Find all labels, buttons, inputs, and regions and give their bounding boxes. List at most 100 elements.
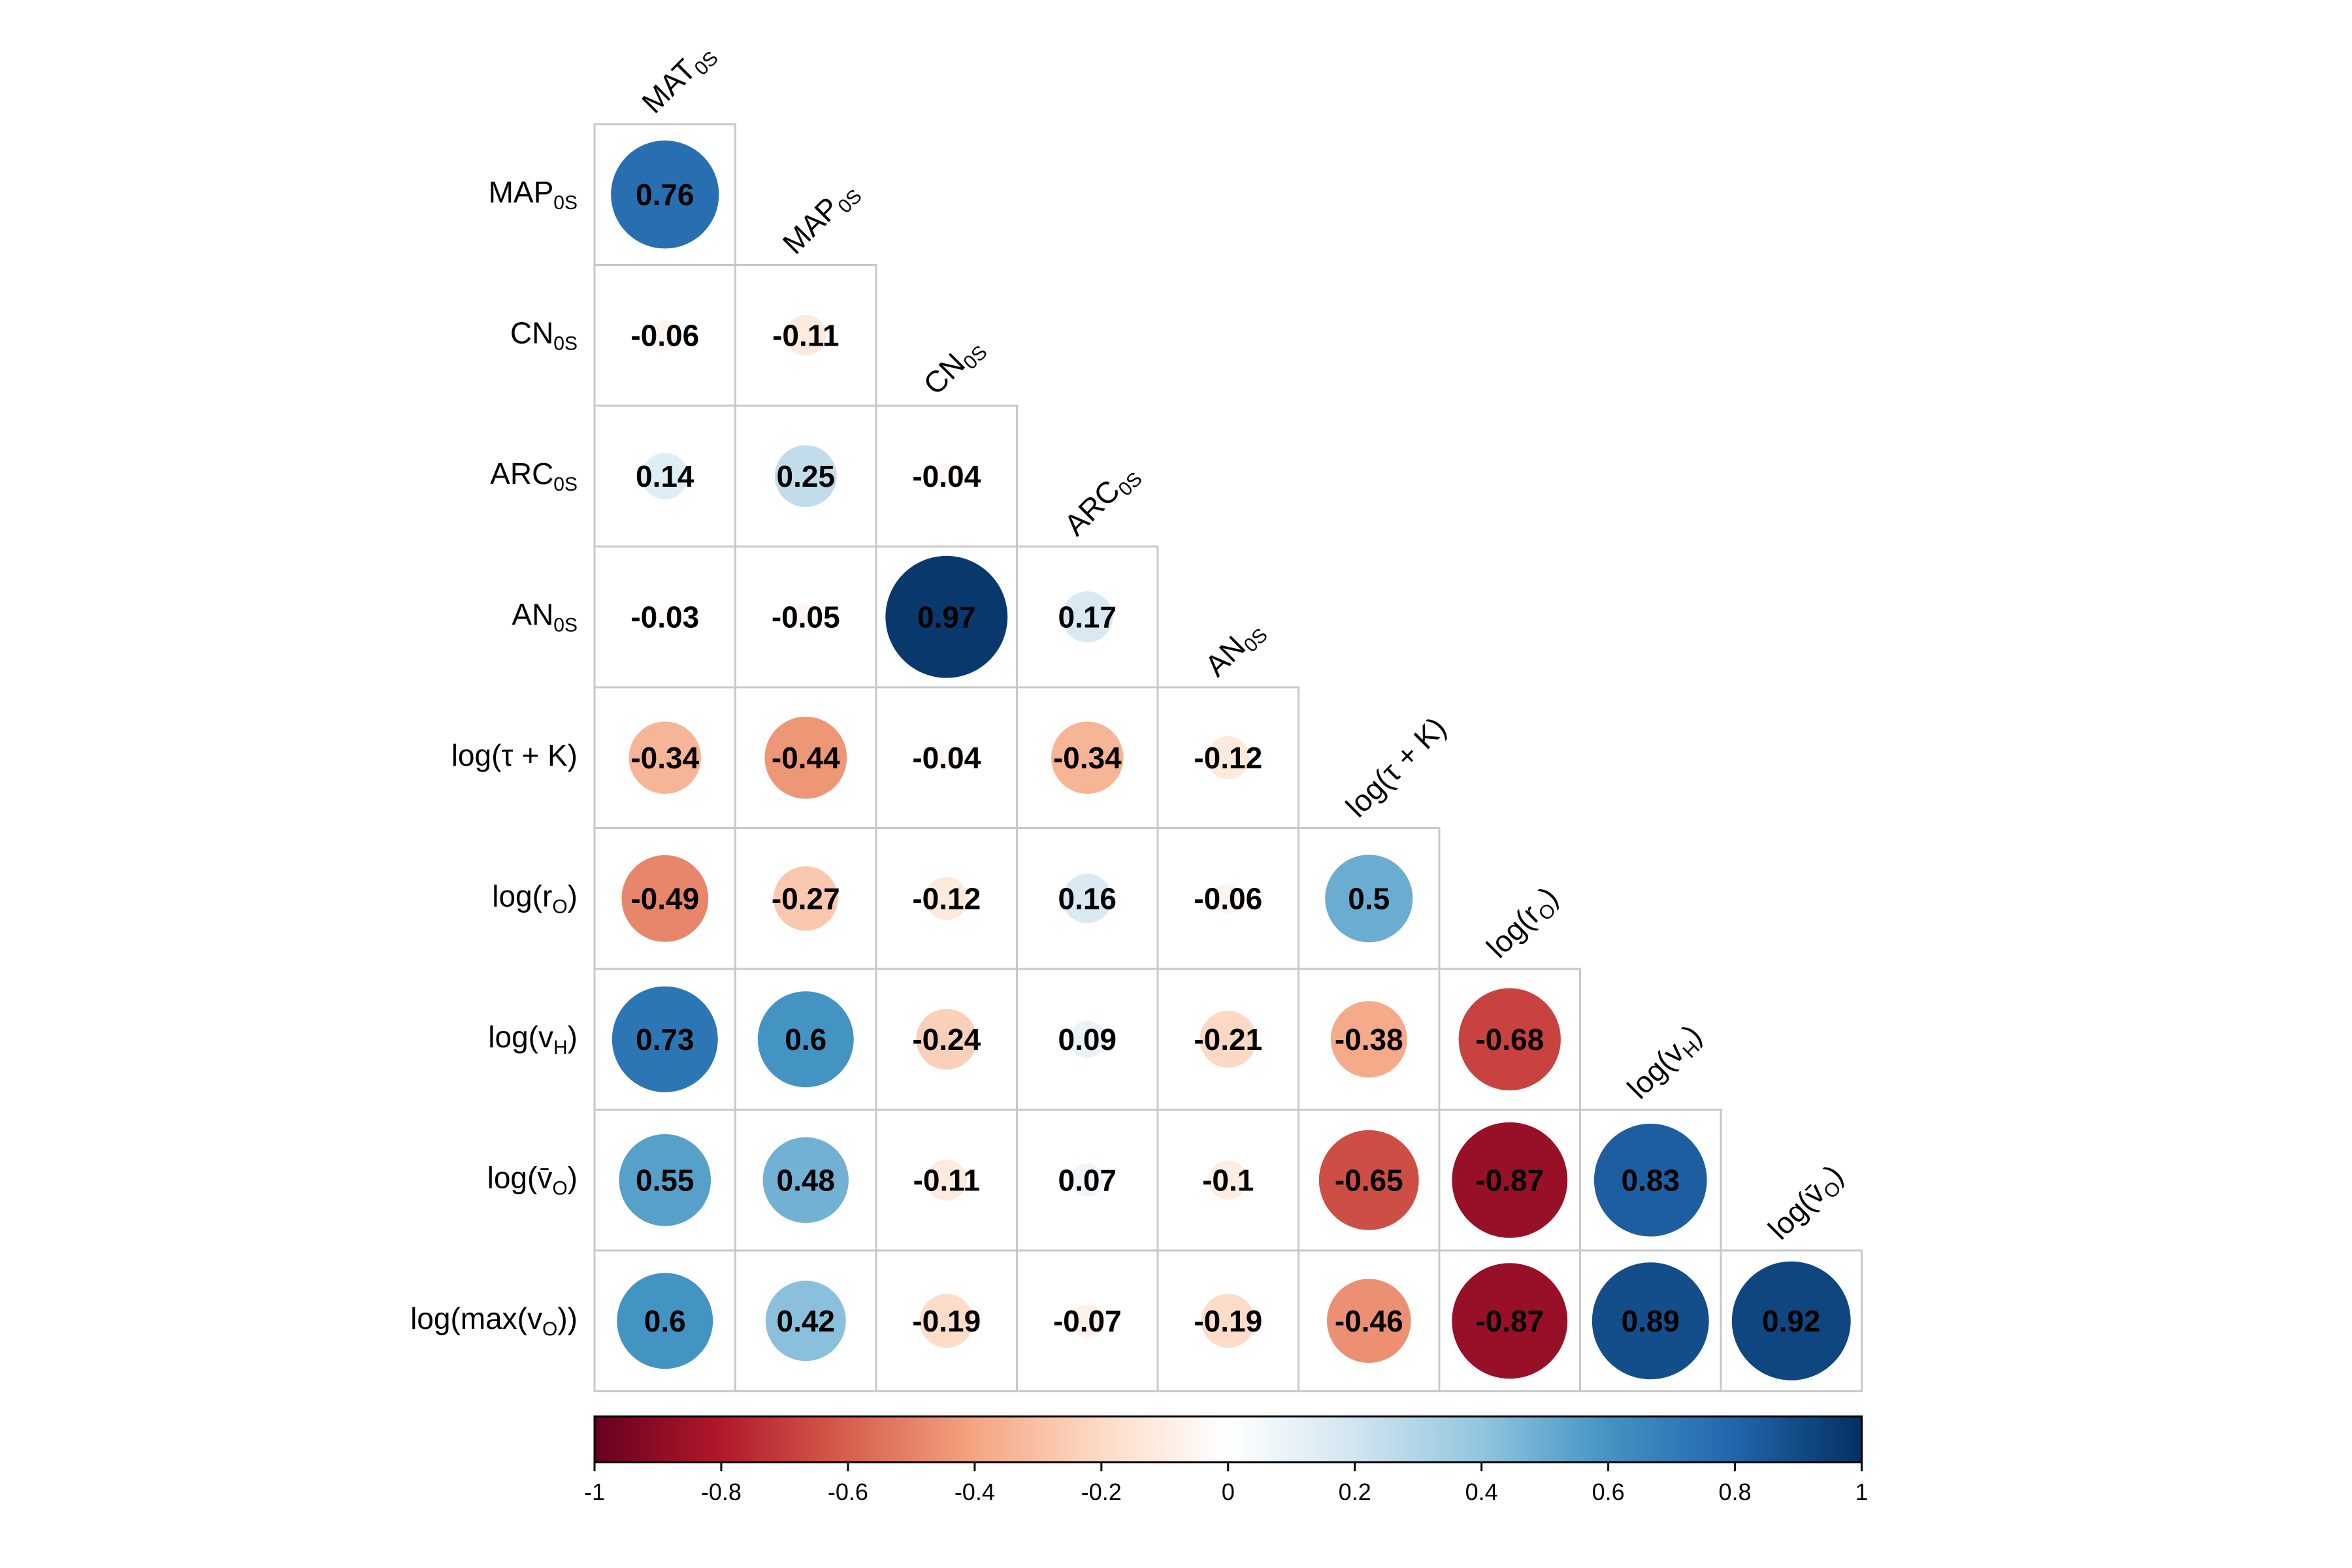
correlation-value: 0.92 [1762, 1304, 1821, 1338]
correlation-circle [764, 716, 847, 799]
correlation-circle [1330, 1001, 1407, 1078]
colorbar-tick-label: 0.6 [1592, 1478, 1625, 1505]
correlation-circle [773, 866, 838, 931]
column-label: AN0S [1198, 612, 1272, 686]
correlation-value: -0.34 [1053, 741, 1122, 775]
correlation-circle [1452, 1122, 1568, 1238]
correlation-circle [617, 1273, 713, 1369]
correlation-value: -0.34 [630, 741, 699, 775]
correlation-circle [1318, 1130, 1419, 1230]
correlation-value: 0.16 [1058, 881, 1117, 915]
correlation-circle [916, 1009, 977, 1070]
correlation-circle [919, 1294, 974, 1348]
correlation-value: 0.48 [776, 1163, 835, 1197]
row-labels: MAP0S CN0S ARC0S AN0S log(τ + K) log(rO) log(v… [410, 175, 578, 1340]
correlation-value: -0.06 [1194, 881, 1262, 915]
row-label: log(τ + K) [451, 738, 578, 772]
correlation-value: -0.87 [1475, 1163, 1544, 1197]
correlation-circle [765, 1281, 846, 1362]
correlation-value: -0.19 [1194, 1304, 1262, 1338]
correlation-value: -0.38 [1335, 1022, 1403, 1056]
correlation-circle [1213, 883, 1243, 914]
correlation-circle [621, 855, 709, 942]
colorbar-tick-label: 0.4 [1465, 1478, 1498, 1505]
correlation-value: -0.11 [913, 1163, 980, 1197]
value-layer: 0.76 -0.06 -0.11 0.14 0.25 -0.04 -0.03 -0.05 0.9… [630, 178, 1820, 1338]
correlation-circle [649, 320, 680, 351]
correlation-circle [774, 445, 837, 508]
correlation-circle [1326, 1279, 1411, 1364]
correlation-circle [1325, 855, 1413, 943]
column-label: log(rO) [1480, 880, 1567, 968]
correlation-circle [792, 603, 820, 631]
correlation-value: -0.07 [1053, 1304, 1122, 1338]
row-label: ARC0S [490, 457, 578, 495]
correlation-value: -0.11 [772, 318, 839, 352]
correlation-value: 0.97 [917, 600, 976, 634]
correlation-value: -0.46 [1335, 1304, 1403, 1338]
correlation-value: 0.55 [636, 1163, 694, 1197]
colorbar-tick-label: -0.4 [955, 1478, 995, 1505]
correlation-value: 0.6 [644, 1304, 686, 1338]
colorbar-tick-label: -0.2 [1081, 1478, 1122, 1505]
correlation-value: -0.03 [630, 600, 699, 634]
grid-cell [1720, 1249, 1863, 1392]
correlation-circle [785, 314, 826, 356]
correlation-value: -0.24 [912, 1022, 981, 1056]
correlation-circle [612, 986, 718, 1092]
correlation-circle [654, 606, 676, 628]
column-label: CN0S [917, 329, 992, 404]
correlation-value: 0.5 [1348, 881, 1390, 915]
column-label: log(vH) [1621, 1018, 1711, 1108]
correlation-circle [934, 745, 959, 770]
grid-layer [593, 123, 1863, 1392]
correlation-circle [1062, 874, 1113, 924]
circle-layer [611, 140, 1851, 1380]
correlation-value: -0.06 [630, 318, 699, 352]
column-label: log(τ + K) [1339, 710, 1452, 823]
colorbar-gradient [593, 1415, 1863, 1463]
row-label: MAP0S [489, 175, 578, 214]
correlation-circle [762, 1137, 849, 1223]
colorbar-tick-label: 0 [1222, 1478, 1235, 1505]
correlation-value: -0.49 [630, 881, 699, 915]
correlation-circle [1200, 1011, 1257, 1068]
row-label: log(vH) [488, 1020, 578, 1058]
correlation-circle [1592, 1262, 1709, 1380]
colorbar-tick-label: -0.6 [828, 1478, 868, 1505]
correlation-circle [1452, 1263, 1568, 1379]
correlation-circle [1208, 1160, 1248, 1200]
correlation-circle [642, 453, 689, 500]
correlation-value: 0.89 [1621, 1304, 1680, 1338]
correlation-value: 0.25 [776, 459, 835, 493]
correlation-circle [629, 721, 702, 794]
correlation-value: -0.87 [1475, 1304, 1544, 1338]
colorbar: -1 -0.8 -0.6 -0.4 -0.2 0 0.2 0.4 0.6 0.8 1 [584, 1415, 1869, 1505]
correlation-circle [1731, 1261, 1851, 1380]
colorbar-tick-label: 0.2 [1339, 1478, 1371, 1505]
correlation-value: -0.12 [912, 881, 981, 915]
correlation-value: -0.65 [1335, 1163, 1403, 1197]
correlation-value: 0.83 [1621, 1163, 1680, 1197]
correlation-value: -0.19 [912, 1304, 981, 1338]
correlation-circle [926, 1159, 968, 1201]
colorbar-tick-label: 0.8 [1719, 1478, 1752, 1505]
correlation-value: 0.07 [1058, 1163, 1117, 1197]
correlation-value: -0.27 [772, 881, 840, 915]
correlation-value: -0.04 [912, 459, 981, 493]
column-label: MAP0S [776, 173, 866, 263]
correlation-value: -0.21 [1194, 1022, 1262, 1056]
correlation-value: 0.42 [776, 1304, 835, 1338]
correlation-value: 0.73 [636, 1022, 694, 1056]
correlation-circle [1593, 1123, 1707, 1237]
correlation-value: -0.1 [1202, 1163, 1254, 1197]
correlation-value: 0.17 [1058, 600, 1117, 634]
correlation-circle [757, 991, 854, 1088]
colorbar-tick-label: 1 [1855, 1478, 1868, 1505]
row-label: log(rO) [492, 879, 578, 917]
correlation-circle [1071, 1304, 1104, 1337]
correlation-circle [1051, 721, 1124, 794]
correlation-value: -0.05 [772, 600, 840, 634]
correlation-value: -0.44 [772, 741, 840, 775]
